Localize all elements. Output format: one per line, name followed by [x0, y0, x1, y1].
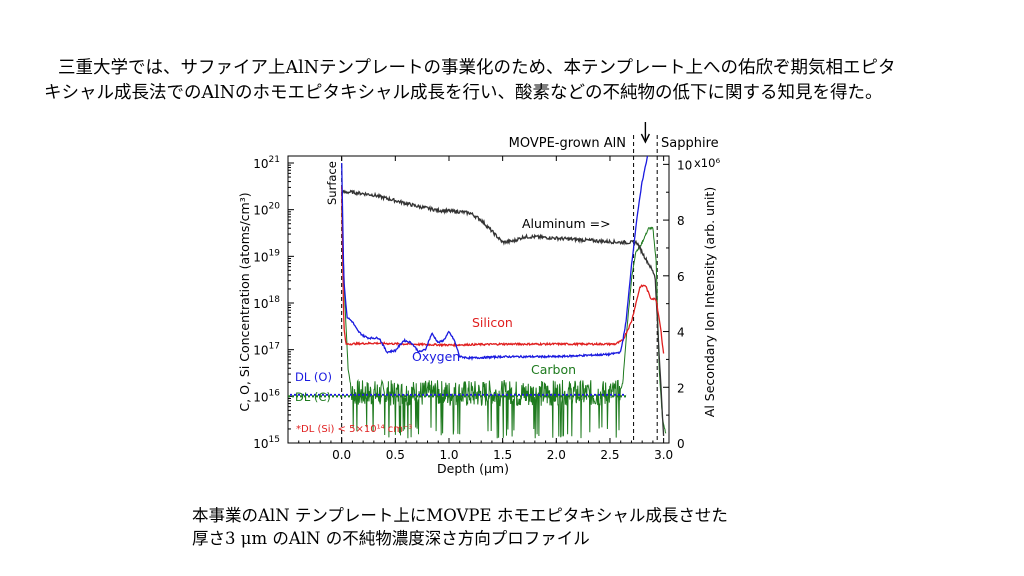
y2-tick-label: 6 [677, 270, 685, 284]
interface-arrow-head [640, 133, 651, 144]
y2-multiplier-label: x10⁶ [694, 156, 720, 170]
caption-line-1: 本事業のAlN テンプレート上にMOVPE ホモエピタキシャル成長させた [192, 506, 728, 525]
dl-c-label: DL (C) [295, 390, 331, 404]
aluminum-annotation: Aluminum => [522, 216, 611, 231]
plot-frame [287, 155, 670, 444]
y-tick-label: 1016 [253, 388, 280, 404]
y-tick-label: 1018 [253, 295, 280, 311]
y-tick-label: 1015 [253, 435, 280, 451]
y2-tick-label: 4 [677, 326, 685, 340]
x-tick-label: 3.0 [654, 448, 673, 462]
x-tick-label: 1.5 [493, 448, 512, 462]
series-line-carbon [341, 209, 667, 439]
x-tick-label: 2.0 [547, 448, 566, 462]
y-tick-label: 1021 [253, 155, 280, 171]
x-axis-title: Depth (μm) [437, 461, 509, 476]
x-tick-label: 2.5 [600, 448, 619, 462]
y-tick-label: 1019 [253, 248, 280, 264]
region-label-movpe: MOVPE-grown AlN [509, 136, 626, 151]
dl-o-label: DL (O) [295, 370, 332, 384]
y-tick-label: 1017 [253, 342, 280, 358]
figure-caption: 本事業のAlN テンプレート上にMOVPE ホモエピタキシャル成長させた 厚さ3… [192, 504, 728, 550]
series-label-oxygen: Oxygen [412, 349, 460, 364]
x-tick-label: 0.0 [332, 448, 351, 462]
x-tick-label: 0.5 [386, 448, 405, 462]
y2-tick-label: 0 [677, 437, 685, 451]
intro-line-1: 三重大学では、サファイア上AlNテンプレートの事業化のため、本テンプレート上への… [58, 58, 896, 78]
intro-text: 三重大学では、サファイア上AlNテンプレートの事業化のため、本テンプレート上への… [44, 56, 994, 106]
x-tick-label: 1.0 [439, 448, 458, 462]
intro-line-2: キシャル成長法でのAlNのホモエピタキシャル成長を行い、酸素などの不純物の低下に… [44, 83, 883, 103]
y2-tick-label: 2 [677, 381, 685, 395]
series-label-silicon: Silicon [472, 315, 513, 330]
y-tick-label: 1020 [253, 202, 280, 218]
series-label-carbon: Carbon [531, 362, 576, 377]
y2-tick-label: 8 [677, 214, 685, 228]
y-axis-title: C, O, Si Concentration (atoms/cm³) [237, 192, 252, 411]
series-line-aluminum [341, 189, 665, 436]
series-line-oxygen [341, 155, 649, 361]
y2-tick-label: 10 [677, 158, 692, 172]
region-label-sapphire: Sapphire [661, 136, 719, 151]
region-label-surface: Surface [325, 161, 339, 205]
series-line-silicon [341, 186, 665, 354]
caption-line-2: 厚さ3 μm のAlN の不純物濃度深さ方向プロファイル [192, 529, 590, 548]
dl-si-label: *DL (Si) < 5×10¹⁴ cm⁻³ [296, 424, 412, 435]
y2-axis-title: Al Secondary Ion Intensity (arb. unit) [702, 187, 717, 417]
